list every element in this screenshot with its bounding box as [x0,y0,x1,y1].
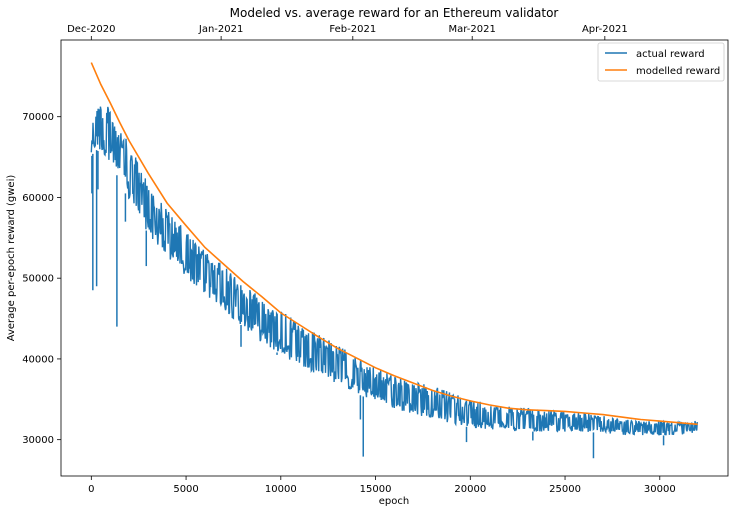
y-axis: 30000 40000 50000 60000 70000 [22,112,61,446]
y-tick-label: 50000 [22,274,54,285]
x-tick-label: 30000 [644,484,676,495]
x-tick-label: 10000 [265,484,297,495]
series-modelled-reward [90,62,698,426]
plot-frame [60,39,729,477]
series-actual-reward [90,106,698,436]
top-tick-label: Mar-2021 [449,24,496,35]
x-tick-label: 5000 [173,484,198,495]
legend-box [597,42,725,82]
top-tick-label: Apr-2021 [582,24,628,35]
top-tick-label: Dec-2020 [67,24,115,35]
y-axis-title: Average per-epoch reward (gwei) [6,175,17,342]
x-axis: 0 5000 10000 15000 20000 25000 30000 [88,476,676,495]
legend: actual reward modelled reward [597,42,725,82]
x-tick-label: 25000 [549,484,581,495]
y-tick-label: 70000 [22,112,54,123]
legend-label-actual: actual reward [636,49,705,60]
top-date-axis: Dec-2020 Jan-2021 Feb-2021 Mar-2021 Apr-2021 [67,24,628,40]
top-tick-label: Jan-2021 [198,24,243,35]
x-axis-title: epoch [379,496,409,507]
x-tick-label: 0 [88,484,94,495]
plot-area [60,39,729,477]
legend-label-modelled: modelled reward [636,66,720,77]
y-tick-label: 40000 [22,354,54,365]
x-tick-label: 20000 [454,484,486,495]
chart-title: Modeled vs. average reward for an Ethere… [230,6,559,20]
y-tick-label: 60000 [22,193,54,204]
y-tick-label: 30000 [22,435,54,446]
top-tick-label: Feb-2021 [329,24,376,35]
x-tick-label: 15000 [360,484,392,495]
